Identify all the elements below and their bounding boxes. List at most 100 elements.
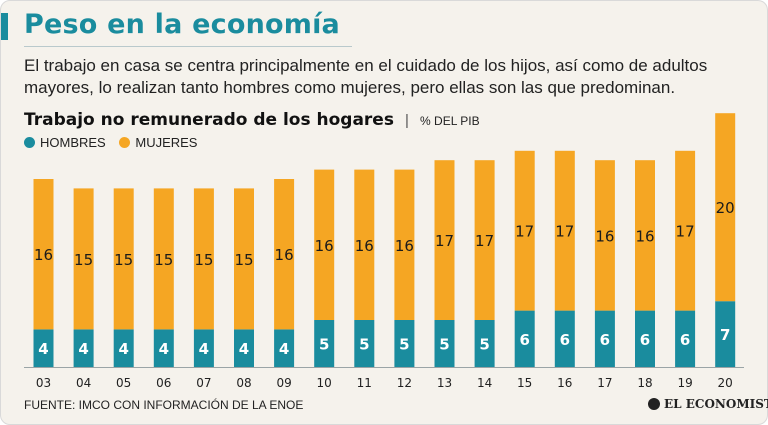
bar-hombres-16 (554, 310, 575, 367)
bar-mujeres-09 (274, 179, 295, 330)
data-label-mujeres-13: 17 (435, 232, 454, 250)
data-label-hombres-13: 5 (439, 336, 449, 354)
bar-hombres-12 (394, 320, 415, 367)
legend-item-hombres: HOMBRES (24, 135, 106, 150)
chart-unit-label: % DEL PIB (420, 114, 480, 128)
bar-hombres-19 (675, 310, 696, 367)
data-label-hombres-10: 5 (319, 336, 329, 354)
brand-logo: EL ECONOMISTA (648, 397, 768, 411)
data-label-hombres-14: 5 (479, 336, 489, 354)
bar-hombres-06 (153, 329, 174, 367)
title-divider (24, 46, 352, 47)
bar-hombres-17 (594, 310, 615, 367)
data-label-mujeres-04: 15 (74, 251, 93, 269)
x-tick-label-17: 17 (597, 376, 612, 390)
bar-mujeres-11 (354, 169, 375, 320)
x-tick-label-20: 20 (718, 376, 733, 390)
chart-title-separator: | (405, 112, 409, 129)
data-label-hombres-12: 5 (399, 336, 409, 354)
bar-hombres-20 (715, 301, 736, 367)
bar-mujeres-13 (434, 160, 455, 320)
x-tick-label-15: 15 (517, 376, 532, 390)
data-label-mujeres-06: 15 (154, 251, 173, 269)
bar-hombres-03 (33, 329, 54, 367)
data-label-mujeres-14: 17 (475, 232, 494, 250)
bar-hombres-11 (354, 320, 375, 367)
data-label-hombres-04: 4 (78, 340, 88, 358)
bar-hombres-04 (73, 329, 94, 367)
data-label-mujeres-11: 16 (355, 237, 374, 255)
bar-mujeres-10 (314, 169, 335, 320)
data-label-hombres-05: 4 (118, 340, 128, 358)
data-label-hombres-18: 6 (640, 331, 650, 349)
data-label-hombres-07: 4 (199, 340, 209, 358)
data-label-hombres-15: 6 (519, 331, 529, 349)
x-tick-label-16: 16 (557, 376, 572, 390)
data-label-hombres-09: 4 (279, 340, 289, 358)
x-tick-label-09: 09 (276, 376, 291, 390)
data-label-hombres-19: 6 (680, 331, 690, 349)
bar-mujeres-12 (394, 169, 415, 320)
bar-mujeres-17 (594, 160, 615, 311)
title-accent-bar (1, 13, 8, 40)
bar-mujeres-16 (554, 150, 575, 311)
data-label-mujeres-12: 16 (395, 237, 414, 255)
x-tick-label-06: 06 (156, 376, 171, 390)
bar-hombres-18 (635, 310, 655, 367)
chart-header: Trabajo no remunerado de los hogares | %… (24, 110, 480, 130)
brand-name: EL ECONOMISTA (664, 397, 768, 411)
legend-label-mujeres: MUJERES (135, 135, 198, 151)
x-tick-label-07: 07 (196, 376, 211, 390)
data-label-hombres-03: 4 (38, 340, 48, 358)
x-tick-label-05: 05 (116, 376, 131, 390)
bar-hombres-15 (514, 310, 535, 367)
data-label-mujeres-03: 16 (34, 246, 53, 264)
bar-mujeres-14 (474, 160, 495, 320)
legend-dot-mujeres-icon (119, 137, 131, 149)
data-label-hombres-16: 6 (560, 331, 570, 349)
data-label-mujeres-05: 15 (114, 251, 133, 269)
data-label-mujeres-20: 20 (716, 199, 735, 217)
x-tick-label-04: 04 (76, 376, 91, 390)
bar-hombres-13 (434, 320, 455, 367)
data-label-mujeres-19: 17 (676, 223, 695, 241)
bar-hombres-14 (474, 320, 495, 367)
data-label-mujeres-15: 17 (515, 223, 534, 241)
x-tick-label-12: 12 (397, 376, 412, 390)
bar-mujeres-08 (234, 188, 254, 330)
bar-mujeres-19 (675, 150, 696, 311)
x-tick-label-14: 14 (477, 376, 492, 390)
brand-mark-icon (648, 398, 660, 410)
chart-legend: HOMBRES MUJERES (24, 134, 207, 150)
data-label-mujeres-16: 17 (555, 223, 574, 241)
bar-mujeres-15 (514, 150, 535, 311)
data-label-mujeres-07: 15 (194, 251, 213, 269)
bar-mujeres-06 (153, 188, 174, 330)
data-label-hombres-06: 4 (159, 340, 169, 358)
bar-mujeres-20 (715, 113, 736, 302)
bar-hombres-08 (234, 329, 254, 367)
page-title: Peso en la economía (24, 9, 340, 40)
bar-hombres-05 (113, 329, 134, 367)
data-label-mujeres-17: 16 (595, 227, 614, 245)
bar-mujeres-18 (635, 160, 655, 311)
x-tick-label-13: 13 (437, 376, 452, 390)
bar-hombres-10 (314, 320, 335, 367)
bar-mujeres-07 (193, 188, 214, 330)
legend-item-mujeres: MUJERES (119, 135, 197, 150)
data-label-hombres-08: 4 (239, 340, 249, 358)
x-tick-label-03: 03 (36, 376, 51, 390)
data-label-hombres-20: 7 (720, 326, 730, 344)
legend-dot-hombres-icon (24, 137, 35, 149)
x-tick-label-08: 08 (236, 376, 251, 390)
data-label-mujeres-10: 16 (315, 237, 334, 255)
source-note: FUENTE: IMCO CON INFORMACIÓN DE LA ENOE (24, 398, 304, 412)
x-tick-label-18: 18 (637, 376, 652, 390)
x-tick-label-19: 19 (677, 376, 692, 390)
data-label-mujeres-18: 16 (635, 227, 654, 245)
data-label-hombres-17: 6 (600, 331, 610, 349)
bar-mujeres-05 (113, 188, 134, 330)
bar-mujeres-04 (73, 188, 94, 330)
bar-hombres-09 (274, 329, 295, 367)
